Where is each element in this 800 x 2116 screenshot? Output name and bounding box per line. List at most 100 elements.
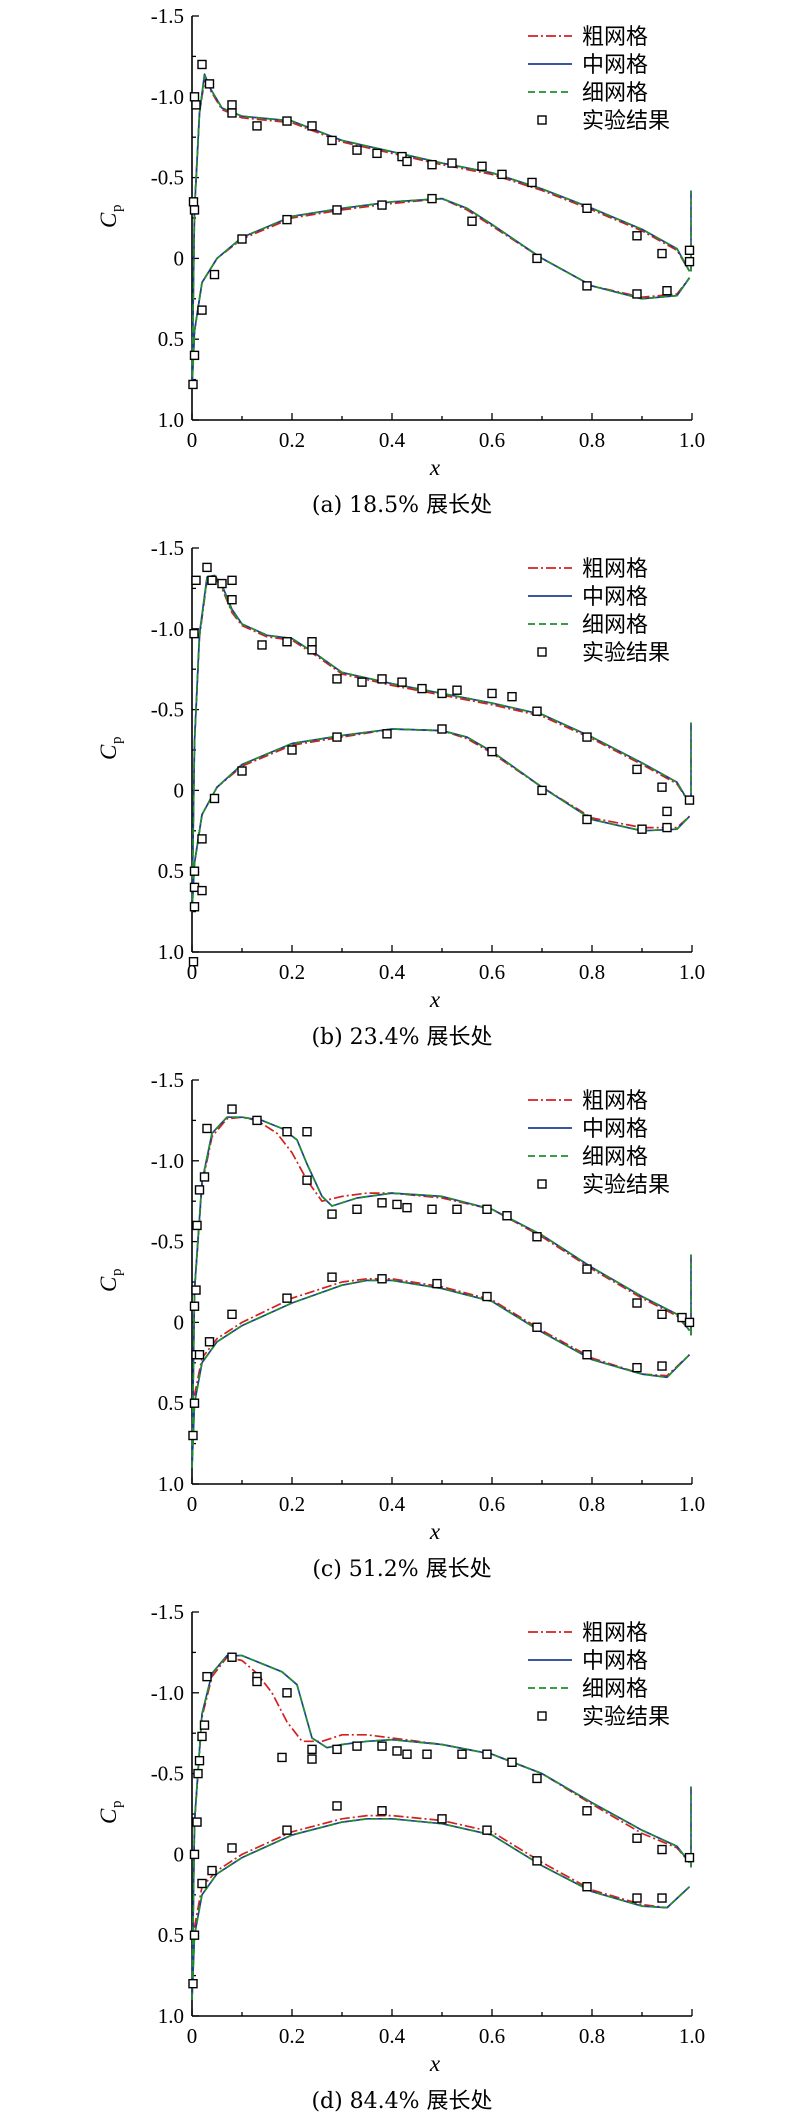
data-point <box>307 1744 317 1755</box>
data-point <box>327 1272 337 1282</box>
data-point <box>397 151 407 162</box>
series-line-lower <box>191 1817 691 2000</box>
data-point <box>632 1362 642 1373</box>
series-line-lower <box>191 1814 691 2000</box>
y-axis-title-subscript: p <box>109 737 125 745</box>
data-point <box>189 92 200 102</box>
x-tick-label: 0.2 <box>279 428 305 452</box>
legend-label: 粗网格 <box>582 25 648 50</box>
data-point <box>582 281 592 291</box>
x-tick-label: 0.4 <box>379 1492 406 1516</box>
x-tick-label: 0.8 <box>579 1492 605 1516</box>
y-tick-label: -0.5 <box>151 1762 184 1786</box>
data-point <box>194 1755 205 1766</box>
data-point <box>532 706 542 716</box>
data-point <box>282 1293 292 1303</box>
data-point <box>217 578 227 589</box>
x-axis-title: x <box>429 2051 441 2076</box>
data-point <box>327 1209 337 1219</box>
data-point <box>392 1746 402 1756</box>
data-point <box>189 1301 200 1311</box>
x-tick-label: 0 <box>187 428 198 452</box>
data-point <box>632 1833 642 1843</box>
y-tick-label: 0.5 <box>158 1391 184 1415</box>
data-point <box>277 1752 287 1763</box>
y-axis-title: C <box>96 744 121 760</box>
data-point <box>377 674 387 684</box>
data-point <box>662 806 672 817</box>
data-point <box>482 1825 492 1835</box>
legend-marker <box>537 115 547 125</box>
data-point <box>684 245 695 256</box>
data-point <box>637 824 647 834</box>
data-point <box>684 1852 695 1863</box>
data-point <box>189 205 200 215</box>
data-point <box>307 121 317 131</box>
data-point <box>482 1749 492 1759</box>
data-point <box>402 1202 412 1213</box>
data-point <box>352 145 362 155</box>
data-point <box>677 1312 687 1323</box>
x-tick-label: 0 <box>187 2024 198 2048</box>
y-axis-title-subscript: p <box>109 1269 125 1277</box>
data-point <box>302 1175 312 1185</box>
x-axis-title: x <box>429 455 441 480</box>
series-line-lower <box>191 1279 691 1468</box>
data-point <box>227 1843 237 1853</box>
data-point <box>227 100 237 110</box>
data-point <box>189 1849 200 1860</box>
data-point <box>632 289 642 299</box>
data-point <box>202 1123 212 1134</box>
data-point <box>352 1204 362 1214</box>
series-line-upper <box>191 1116 691 1468</box>
x-tick-label: 0.4 <box>379 2024 406 2048</box>
y-tick-label: 1.0 <box>158 940 184 964</box>
data-point <box>582 1806 592 1816</box>
data-point <box>447 158 457 168</box>
data-point <box>207 575 217 586</box>
data-point <box>482 1204 492 1214</box>
data-point <box>662 822 672 833</box>
data-point <box>327 135 337 146</box>
data-point <box>377 200 387 210</box>
x-tick-label: 1.0 <box>679 960 705 984</box>
data-point <box>202 562 212 573</box>
data-point <box>287 745 297 755</box>
x-tick-label: 1.0 <box>679 1492 705 1516</box>
data-point <box>437 724 447 734</box>
y-axis-title: C <box>96 212 121 228</box>
data-point <box>204 79 215 89</box>
y-tick-label: 0.5 <box>158 1923 184 1947</box>
legend-marker <box>537 1711 547 1721</box>
data-point <box>482 1291 492 1302</box>
data-point <box>377 1741 387 1751</box>
series-line-lower <box>191 1279 691 1468</box>
data-point <box>252 121 262 131</box>
y-axis-title: C <box>96 1276 121 1292</box>
data-point <box>199 1172 210 1182</box>
data-point <box>307 645 317 655</box>
x-tick-label: 0.6 <box>479 428 505 452</box>
data-point <box>377 1806 387 1816</box>
data-point <box>202 1671 212 1682</box>
data-point <box>197 834 207 844</box>
x-tick-label: 1.0 <box>679 428 705 452</box>
x-tick-label: 0.8 <box>579 428 605 452</box>
y-axis-title-subscript: p <box>109 205 125 213</box>
data-point <box>582 1882 592 1892</box>
data-point <box>252 1676 262 1687</box>
data-point <box>532 1856 542 1866</box>
data-point <box>507 691 517 702</box>
data-point <box>193 1768 203 1779</box>
chart-panel-4: -1.5-1.0-0.500.51.00 0.2 0.4 0.6 0.8 1.0xCp粗网… <box>96 1600 705 2114</box>
y-tick-label: -1.5 <box>151 1068 184 1092</box>
data-point <box>532 1773 542 1784</box>
data-point <box>632 1298 642 1308</box>
data-point <box>392 1199 402 1210</box>
data-point <box>487 688 497 699</box>
data-point <box>582 1350 592 1360</box>
data-point <box>377 1198 387 1208</box>
legend-label: 实验结果 <box>582 1173 670 1198</box>
